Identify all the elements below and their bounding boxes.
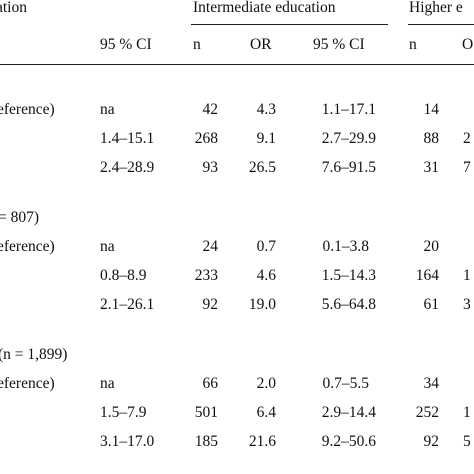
cell-n: 185 bbox=[194, 433, 218, 450]
cell-or: 4.3 bbox=[256, 101, 276, 118]
row-label: eference) bbox=[0, 101, 55, 118]
cell-ci-prev: 0.8–8.9 bbox=[100, 267, 147, 284]
cell-n-higher: 20 bbox=[423, 238, 440, 255]
cell-ci-prev: na bbox=[100, 375, 115, 392]
section-title: = 807) bbox=[0, 209, 40, 226]
cell-or: 0.7 bbox=[256, 238, 276, 255]
group-header-low-education: ation bbox=[0, 0, 27, 16]
cell-or: 26.5 bbox=[248, 159, 276, 176]
cell-ci: 0.1–3.8 bbox=[322, 238, 370, 255]
cell-ci-prev: na bbox=[100, 101, 115, 118]
col-header-or: OR bbox=[250, 36, 272, 53]
cell-ci: 2.7–29.9 bbox=[321, 130, 376, 147]
cell-or: 4.6 bbox=[256, 267, 276, 284]
cell-ci: 2.9–14.4 bbox=[321, 404, 376, 421]
section-title: (n = 1,899) bbox=[0, 346, 68, 363]
cell-or-higher: 1 bbox=[463, 267, 471, 284]
cell-n: 92 bbox=[202, 296, 219, 313]
cell-or-higher: 7 bbox=[463, 159, 471, 176]
col-header-or-higher: O bbox=[462, 36, 474, 53]
cell-or-higher: 3 bbox=[463, 296, 471, 313]
cell-ci: 1.5–14.3 bbox=[321, 267, 376, 284]
cell-ci: 7.6–91.5 bbox=[321, 159, 376, 176]
col-header-n: n bbox=[193, 36, 201, 53]
cell-ci-prev: na bbox=[100, 238, 115, 255]
cell-or: 9.1 bbox=[256, 130, 276, 147]
header-rule bbox=[0, 64, 474, 65]
cell-or: 2.0 bbox=[256, 375, 276, 392]
group-underline-higher bbox=[408, 24, 474, 25]
cell-n: 93 bbox=[202, 159, 219, 176]
cell-n-higher: 88 bbox=[423, 130, 440, 147]
cell-n-higher: 61 bbox=[423, 296, 440, 313]
group-header-intermediate-education: Intermediate education bbox=[193, 0, 336, 16]
cell-n-higher: 252 bbox=[415, 404, 439, 421]
cell-ci: 1.1–17.1 bbox=[321, 101, 376, 118]
cell-n-higher: 31 bbox=[423, 159, 440, 176]
cell-or-higher: 1 bbox=[463, 404, 471, 421]
cell-n: 233 bbox=[194, 267, 218, 284]
group-underline-intermediate bbox=[191, 24, 388, 25]
cell-n: 24 bbox=[202, 238, 219, 255]
col-header-n-higher: n bbox=[409, 36, 417, 53]
row-label: eference) bbox=[0, 375, 55, 392]
cell-ci-prev: 2.1–26.1 bbox=[100, 296, 155, 313]
cell-n: 66 bbox=[202, 375, 219, 392]
cell-or: 19.0 bbox=[248, 296, 276, 313]
cell-ci-prev: 1.4–15.1 bbox=[100, 130, 155, 147]
cell-n-higher: 34 bbox=[423, 375, 440, 392]
col-header-ci-prev: 95 % CI bbox=[100, 36, 152, 53]
cell-ci: 0.7–5.5 bbox=[322, 375, 370, 392]
group-header-higher-education: Higher e bbox=[409, 0, 463, 16]
cell-n-higher: 14 bbox=[423, 101, 440, 118]
cell-or: 6.4 bbox=[256, 404, 276, 421]
col-header-ci: 95 % CI bbox=[313, 36, 365, 53]
cell-n-higher: 164 bbox=[415, 267, 439, 284]
row-label: eference) bbox=[0, 238, 55, 255]
cell-ci-prev: 1.5–7.9 bbox=[100, 404, 147, 421]
cell-or-higher: 2 bbox=[463, 130, 471, 147]
cell-ci-prev: 3.1–17.0 bbox=[100, 433, 155, 450]
cell-n: 42 bbox=[202, 101, 219, 118]
cell-ci: 9.2–50.6 bbox=[321, 433, 376, 450]
cell-ci: 5.6–64.8 bbox=[321, 296, 376, 313]
cell-or-higher: 5 bbox=[463, 433, 471, 450]
cell-n: 268 bbox=[194, 130, 218, 147]
cell-n-higher: 92 bbox=[423, 433, 440, 450]
cell-or: 21.6 bbox=[248, 433, 276, 450]
cell-ci-prev: 2.4–28.9 bbox=[100, 159, 155, 176]
cell-n: 501 bbox=[194, 404, 218, 421]
